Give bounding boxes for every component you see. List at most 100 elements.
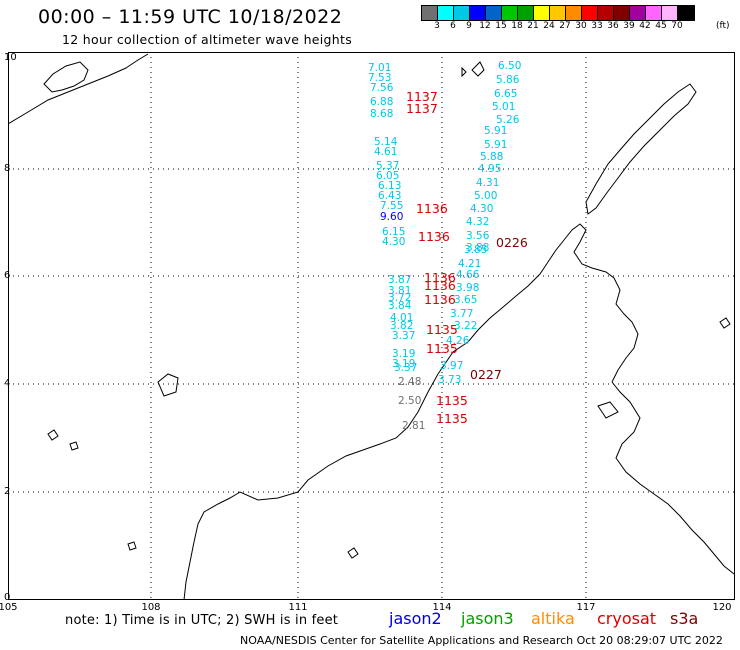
coast-borneo-north <box>183 373 439 600</box>
color-scale-unit: (ft) <box>716 21 730 31</box>
wave-height-label: 3.56 <box>466 230 490 242</box>
longitude-tick-label: 108 <box>141 602 161 613</box>
pass-time-label: 1137 <box>406 101 438 116</box>
coastlines <box>8 53 735 600</box>
wave-height-values: 7.017.537.56 6.888.68 5.144.61 5.376.056.13… <box>368 60 521 432</box>
wave-height-label: 3.87 <box>388 274 411 286</box>
pass-time-label: 1137 <box>406 89 438 104</box>
latitude-tick-label: 10 <box>4 52 17 63</box>
pass-time-label: 1136 <box>424 270 456 285</box>
pass-time-label: 1136 <box>416 201 448 216</box>
satellite-cryosat: cryosat <box>597 609 657 628</box>
wave-height-label: 7.53 <box>368 72 391 84</box>
wave-height-label: 3.84 <box>388 300 412 312</box>
longitude-tick-label: 105 <box>0 602 18 613</box>
map-frame <box>8 52 735 600</box>
wave-height-label: 9.60 <box>380 211 403 223</box>
wave-height-label: 5.91 <box>484 139 507 151</box>
scale-tick-label: 15 <box>495 21 507 31</box>
wave-height-label: 3.22 <box>454 320 477 332</box>
scale-swatch <box>598 6 614 20</box>
wave-height-label: 5.01 <box>492 101 515 113</box>
satellite-jason2: jason2 <box>389 609 442 628</box>
scale-tick-label: 3 <box>434 21 440 31</box>
coast-islets <box>47 317 731 559</box>
coast-sulawesi <box>611 381 735 575</box>
satellite-s3a: s3a <box>670 609 699 628</box>
scale-tick-label: 33 <box>591 21 603 31</box>
wave-height-label: 4.61 <box>374 146 397 158</box>
wave-height-label: 2.50 <box>398 395 421 407</box>
longitude-tick-label: 111 <box>288 602 308 613</box>
scale-tick-label: 21 <box>527 21 539 31</box>
wave-height-label: 6.88 <box>370 96 393 108</box>
wave-height-label: 2.48 <box>398 376 421 388</box>
pass-time-label: 1135 <box>426 341 458 356</box>
scale-swatch <box>422 6 438 20</box>
wave-height-label: 6.43 <box>378 190 401 202</box>
latitude-tick-label: 0 <box>4 592 11 603</box>
satellite-jason3: jason3 <box>461 609 514 628</box>
scale-tick-label: 24 <box>543 21 555 31</box>
scale-tick-label: 36 <box>607 21 619 31</box>
latitude-tick-label: 6 <box>4 270 11 281</box>
footer-credit: NOAA/NESDIS Center for Satellite Applica… <box>240 634 723 647</box>
map-subtitle: 12 hour collection of altimeter wave hei… <box>62 32 353 47</box>
wave-height-label: 8.68 <box>370 108 393 120</box>
wave-height-label: 3.72 <box>388 292 411 304</box>
scale-swatch <box>662 6 678 20</box>
wave-height-label: 5.26 <box>496 114 520 126</box>
longitude-tick-label: 114 <box>432 602 452 613</box>
pass-time-label: 1136 <box>424 292 456 307</box>
wave-height-label: 3.37 <box>394 362 417 374</box>
wave-height-label: 5.14 <box>374 136 398 148</box>
scale-tick-label: 12 <box>479 21 491 31</box>
scale-swatch <box>486 6 502 20</box>
scale-tick-label: 70 <box>671 21 683 31</box>
wave-height-label: 4.21 <box>458 258 481 270</box>
scale-swatch <box>646 6 662 20</box>
wave-height-label: 3.37 <box>392 330 415 342</box>
scale-swatch <box>454 6 470 20</box>
wave-height-label: 3.65 <box>454 294 477 306</box>
wave-height-label: 2.81 <box>402 420 425 432</box>
coast-palawan <box>585 83 697 215</box>
wave-height-label: 4.26 <box>446 335 470 347</box>
scale-swatch <box>470 6 486 20</box>
scale-swatch <box>566 6 582 20</box>
wave-height-label: 4.66 <box>456 269 480 281</box>
scale-swatch <box>550 6 566 20</box>
scale-swatch <box>518 6 534 20</box>
scale-tick-label: 45 <box>655 21 667 31</box>
scale-swatch <box>582 6 598 20</box>
scale-swatch <box>630 6 646 20</box>
scale-tick-label: 6 <box>450 21 456 31</box>
scale-tick-label: 42 <box>639 21 651 31</box>
wave-height-label: 4.01 <box>390 312 413 324</box>
wave-height-label: 4.32 <box>466 216 489 228</box>
wave-height-label: 3.98 <box>456 282 479 294</box>
scale-swatch <box>534 6 550 20</box>
scale-tick-label: 18 <box>511 21 523 31</box>
wave-height-color-scale <box>421 5 695 21</box>
wave-height-label: 7.56 <box>370 82 394 94</box>
wave-height-label: 5.91 <box>484 125 507 137</box>
wave-height-label: 4.95 <box>478 163 501 175</box>
wave-height-label: 4.30 <box>382 236 405 248</box>
wave-height-label: 3.82 <box>390 320 413 332</box>
pass-time-label: 1135 <box>436 393 468 408</box>
wave-height-label: 5.00 <box>474 190 497 202</box>
wave-height-label: 6.65 <box>494 88 517 100</box>
latitude-tick-label: 8 <box>4 163 11 174</box>
wave-height-label: 5.86 <box>496 74 520 86</box>
longitude-tick-label: 117 <box>576 602 596 613</box>
wave-height-label: 6.50 <box>498 60 521 72</box>
map-gridlines <box>8 52 735 600</box>
wave-height-label: 5.37 <box>376 160 399 172</box>
scale-tick-label: 9 <box>466 21 472 31</box>
wave-height-label: 6.13 <box>378 180 401 192</box>
pass-time-label: 0226 <box>496 235 528 250</box>
pass-time-label: 1135 <box>436 411 468 426</box>
scale-swatch <box>678 6 694 20</box>
